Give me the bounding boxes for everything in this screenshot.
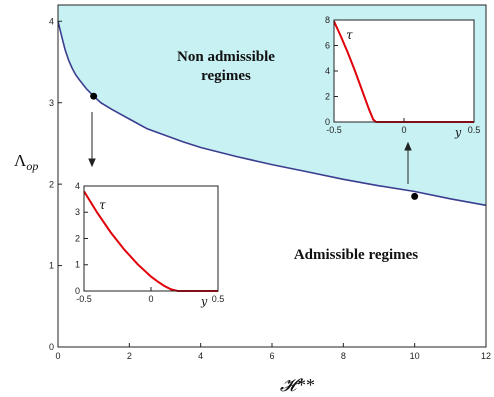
inset-right-y-label: y [454, 126, 462, 139]
inset-right-x-tick-label: -0.5 [326, 125, 342, 135]
main-x-tick-label: 10 [410, 351, 420, 361]
highlight-point [411, 192, 419, 200]
inset-left-background [84, 186, 218, 291]
inset-left-x-axis: -0.5 0 0.5 [76, 287, 224, 304]
inset-right-x-tick-label: 0 [401, 125, 406, 135]
arrows [88, 112, 412, 184]
x-axis-title: 𝓗** [280, 375, 314, 395]
inset-right-background [334, 20, 474, 122]
non-admissible-label-line1: Non admissible [177, 49, 275, 65]
inset-left-y-tick-label: 0 [75, 286, 80, 296]
main-y-tick-label: 1 [49, 261, 54, 271]
inset-right-y-axis: 0 2 4 6 8 [325, 15, 338, 127]
inset-right-x-tick-label: 0.5 [468, 125, 481, 135]
inset-left-tau-label: τ [99, 198, 106, 212]
inset-left-x-tick-label: 0 [148, 294, 153, 304]
inset-left-x-tick-label: 0.5 [212, 294, 225, 304]
y-axis-title: Λop [14, 151, 38, 173]
inset-right-x-axis: -0.5 0 0.5 [326, 118, 480, 135]
inset-left-y-tick-label: 4 [75, 181, 80, 191]
arrow-down-head [88, 158, 96, 168]
highlight-point [90, 92, 98, 100]
inset-right-y-tick-label: 8 [325, 15, 330, 25]
inset-left-x-tick-label: -0.5 [76, 294, 92, 304]
inset-right-tau-label: τ [346, 28, 353, 42]
main-y-tick-label: 3 [49, 98, 54, 108]
main-x-tick-label: 6 [269, 351, 274, 361]
inset-left-y-tick-label: 1 [75, 260, 80, 270]
inset-right-y-tick-label: 0 [325, 117, 330, 127]
inset-right-y-tick-label: 6 [325, 40, 330, 50]
main-x-tick-label: 8 [341, 351, 346, 361]
boundary-curve [57, 21, 487, 207]
main-y-tick-label: 4 [49, 16, 54, 26]
main-y-tick-label: 2 [49, 179, 54, 189]
main-x-tick-label: 12 [481, 351, 491, 361]
arrow-up-head [404, 141, 412, 151]
main-x-tick-label: 2 [127, 351, 132, 361]
non-admissible-label-line2: regimes [201, 68, 251, 84]
inset-left-y-axis: 0 1 2 3 4 [75, 181, 88, 296]
main-x-tick-label: 4 [198, 351, 203, 361]
highlight-points [90, 92, 419, 200]
main-y-axis: 0 1 2 3 4 [49, 16, 62, 352]
main-y-tick-label: 0 [49, 342, 54, 352]
main-x-tick-label: 0 [55, 351, 60, 361]
inset-left-y-tick-label: 2 [75, 233, 80, 243]
inset-right-y-tick-label: 2 [325, 91, 330, 101]
inset-left-y-tick-label: 3 [75, 207, 80, 217]
inset-left-y-label: y [200, 295, 208, 308]
admissible-label: Admissible regimes [294, 247, 418, 263]
inset-right-y-tick-label: 4 [325, 66, 330, 76]
main-x-axis: 0 2 4 6 8 10 12 [55, 343, 491, 361]
